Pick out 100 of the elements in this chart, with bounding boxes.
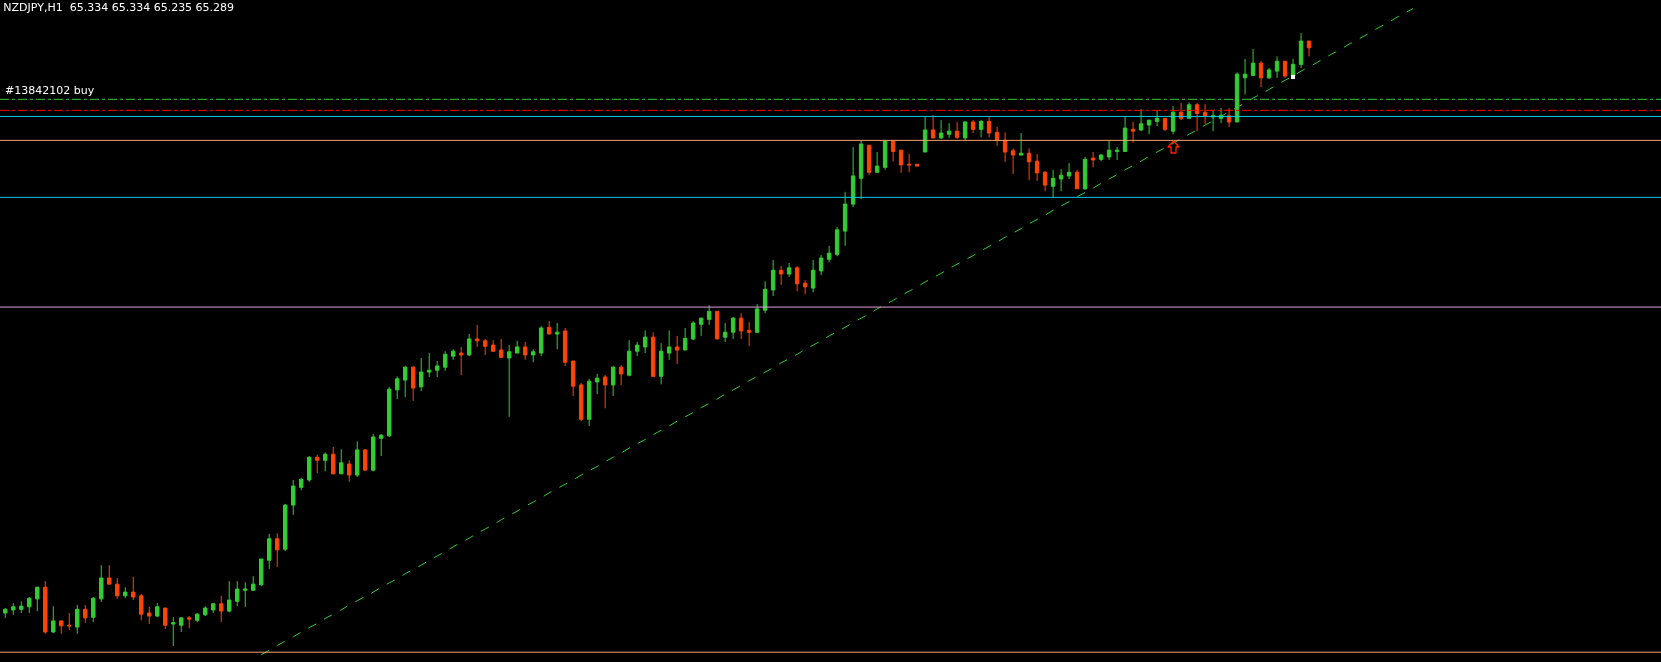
- candlestick: [59, 620, 64, 635]
- candlestick: [722, 322, 728, 343]
- candlestick: [466, 333, 472, 357]
- candlestick: [1114, 146, 1120, 161]
- candlestick: [1250, 48, 1256, 77]
- candlestick: [922, 116, 928, 153]
- candlestick: [442, 350, 448, 372]
- candlestick: [994, 126, 1000, 147]
- candlestick: [275, 532, 280, 568]
- candlestick: [458, 346, 464, 376]
- candlestick: [19, 600, 24, 614]
- candlestick: [1010, 147, 1016, 175]
- candlestick: [730, 316, 736, 340]
- candlestick: [1130, 121, 1136, 144]
- candlestick: [155, 602, 160, 618]
- candlestick: [83, 604, 88, 624]
- candlestick: [554, 322, 560, 350]
- candlestick: [506, 344, 512, 418]
- candlestick: [91, 596, 96, 623]
- candlestick: [187, 615, 192, 629]
- candlestick: [1154, 110, 1160, 127]
- candlestick: [426, 352, 432, 378]
- candlestick: [482, 338, 488, 356]
- candlestick: [578, 382, 584, 422]
- candlestick: [610, 365, 616, 397]
- candlestick: [562, 327, 568, 367]
- candlestick: [314, 454, 320, 474]
- candlestick: [602, 374, 608, 409]
- candlestick: [682, 327, 688, 351]
- candlestick: [75, 604, 80, 635]
- candlestick: [1162, 117, 1168, 132]
- candlestick: [634, 341, 640, 357]
- candlestick: [1298, 32, 1304, 69]
- chart-title: NZDJPY,H1 65.334 65.334 65.235 65.289: [3, 1, 235, 15]
- candlestick: [818, 254, 824, 276]
- candlestick: [978, 119, 984, 138]
- candlestick: [810, 259, 816, 293]
- candlestick: [1146, 119, 1152, 135]
- candlestick: [778, 265, 784, 286]
- candlestick: [131, 576, 136, 601]
- candlestick: [43, 580, 48, 635]
- candlestick: [802, 279, 808, 295]
- candlestick: [362, 448, 368, 471]
- candlestick: [546, 320, 552, 335]
- candlestick: [1170, 105, 1176, 135]
- candlestick: [330, 446, 336, 475]
- candlestick: [147, 606, 152, 625]
- candlestick: [1042, 170, 1048, 192]
- candlestick: [786, 262, 792, 278]
- candlestick: [754, 303, 760, 333]
- candlestick: [1138, 108, 1144, 132]
- candlestick: [794, 265, 800, 292]
- candlestick: [738, 312, 744, 340]
- candlestick: [698, 317, 704, 337]
- candlestick: [1074, 169, 1080, 190]
- candlestick: [1026, 147, 1032, 181]
- candlestick: [298, 477, 304, 491]
- candlestick: [938, 119, 944, 140]
- candlestick: [1290, 58, 1296, 77]
- candlestick: [402, 365, 408, 398]
- candlestick: [826, 245, 832, 263]
- candlestick: [322, 451, 328, 472]
- candlestick: [1058, 168, 1064, 192]
- candlestick: [243, 581, 248, 608]
- candlestick: [51, 605, 56, 634]
- candlestick: [658, 342, 664, 385]
- candlestick: [11, 602, 16, 616]
- candlestick: [346, 459, 352, 483]
- candlestick: [1090, 151, 1096, 168]
- candlestick: [498, 338, 504, 358]
- candlestick: [586, 378, 592, 427]
- candlestick: [139, 593, 144, 621]
- candlestick: [338, 448, 344, 475]
- candlestick: [490, 339, 496, 353]
- candlestick: [450, 348, 456, 361]
- candlestick: [666, 329, 672, 361]
- candlestick: [306, 455, 312, 483]
- candlestick: [850, 146, 856, 208]
- candlestick: [746, 321, 752, 347]
- candlestick: [866, 144, 872, 176]
- candlestick: [874, 151, 880, 173]
- candlestick: [706, 304, 712, 326]
- candlestick: [842, 191, 848, 247]
- ref-line-label: #13842102 buy: [5, 84, 95, 97]
- candlestick: [27, 596, 32, 614]
- candlestick: [914, 163, 920, 167]
- candlestick: [179, 616, 184, 633]
- candlestick: [618, 364, 624, 386]
- candlestick: [890, 140, 896, 162]
- candlestick: [1082, 156, 1088, 191]
- candlestick: [378, 433, 384, 457]
- candlestick: [522, 341, 528, 361]
- candlestick: [115, 577, 120, 600]
- candlestick: [259, 558, 264, 587]
- candlestick: [946, 122, 952, 139]
- candlestick: [954, 121, 960, 140]
- candlestick: [570, 360, 576, 397]
- candlestick: [1050, 169, 1056, 198]
- candlestick: [235, 580, 240, 607]
- candlestick: [1202, 103, 1208, 125]
